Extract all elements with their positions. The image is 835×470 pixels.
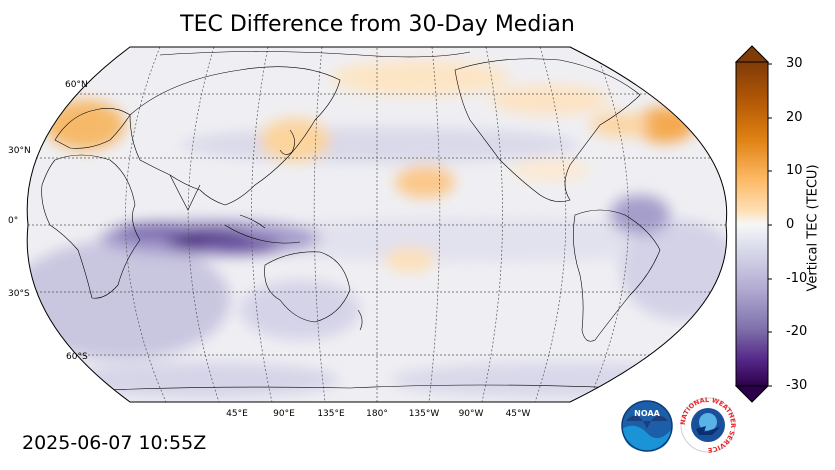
colorbar-tick-0: 0 <box>786 217 795 232</box>
nws-logo-icon: NATIONAL WEATHER SERVICE <box>679 396 737 454</box>
lon-label-45e: 45°E <box>226 409 248 419</box>
map-title: TEC Difference from 30-Day Median <box>180 12 575 37</box>
colorbar-tick-minus-10: -10 <box>786 271 808 286</box>
timestamp: 2025-06-07 10:55Z <box>22 432 207 454</box>
colorbar-tick-10: 10 <box>786 163 803 178</box>
lon-label-90e: 90°E <box>273 409 295 419</box>
lon-label-135w: 135°W <box>408 409 440 419</box>
lon-label-45w: 45°W <box>505 409 531 419</box>
lat-label-60s: 60°S <box>66 352 88 362</box>
lon-label-180: 180° <box>366 409 388 419</box>
colorbar-tick-20: 20 <box>786 110 803 125</box>
lat-label-30s: 30°S <box>8 289 30 299</box>
colorbar-tick-minus-30: -30 <box>786 378 808 393</box>
colorbar <box>734 45 772 403</box>
svg-text:NOAA: NOAA <box>634 409 660 418</box>
colorbar-tick-minus-20: -20 <box>786 324 808 339</box>
graticule <box>27 47 727 402</box>
globe-outline <box>26 46 728 403</box>
lat-label-0: 0° <box>8 216 19 226</box>
lon-label-90w: 90°W <box>458 409 484 419</box>
lat-label-60n: 60°N <box>65 80 88 90</box>
colorbar-tick-30: 30 <box>786 56 803 71</box>
lon-label-135e: 135°E <box>317 409 345 419</box>
noaa-logo-icon: NOAA <box>621 400 673 452</box>
lat-label-30n: 30°N <box>8 146 31 156</box>
tec-field <box>27 47 727 402</box>
